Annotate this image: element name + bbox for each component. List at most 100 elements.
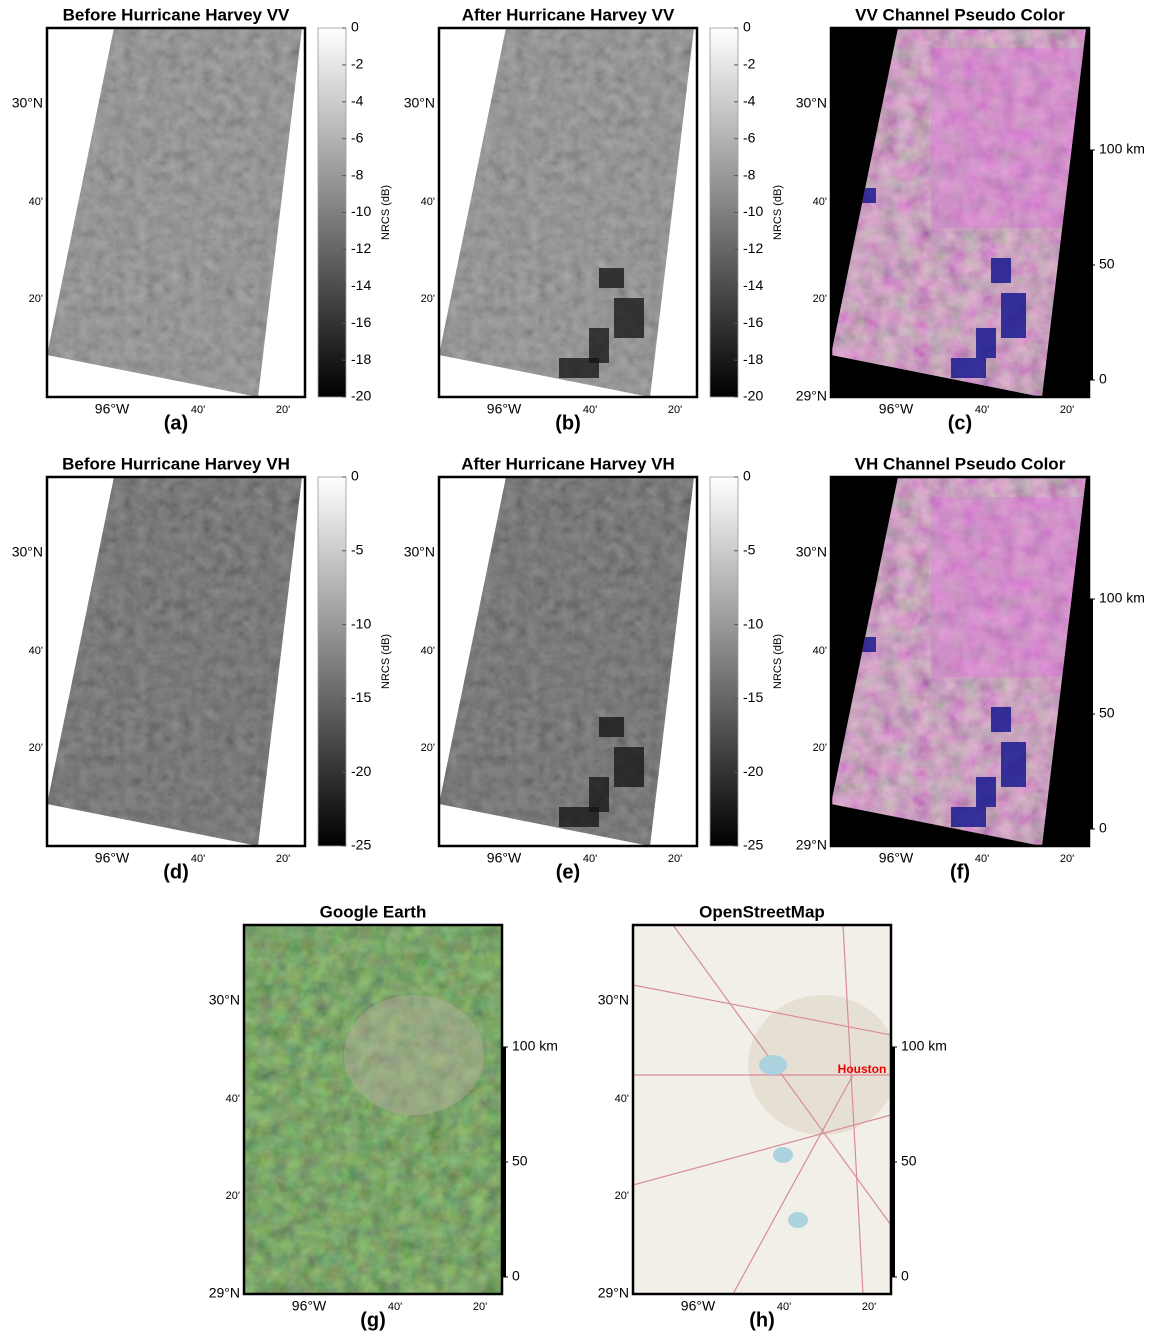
colorbar-tick-label: -10 — [351, 615, 371, 631]
colorbar-tick-label: -10 — [351, 203, 371, 219]
lat-label: 20' — [29, 293, 43, 305]
lat-label: 20' — [421, 742, 435, 754]
flood-area — [991, 707, 1011, 732]
panel: After Hurricane Harvey VH(e)30°N40'20'96… — [404, 454, 784, 883]
colorbar-tick-label: -14 — [351, 277, 371, 293]
panel-title: VH Channel Pseudo Color — [855, 454, 1066, 473]
colorbar-tick-label: 0 — [743, 19, 751, 35]
flood-area — [589, 328, 609, 363]
colorbar-tick-label: -20 — [743, 388, 763, 404]
panel: Before Hurricane Harvey VH(d)30°N40'20'9… — [12, 454, 392, 883]
colorbar-tick-label: -16 — [351, 314, 371, 330]
colorbar-tick-label: -14 — [743, 277, 763, 293]
lat-label: 40' — [421, 645, 435, 657]
panel-title: Before Hurricane Harvey VV — [63, 5, 290, 24]
water — [773, 1147, 793, 1163]
urban-tint — [931, 48, 1089, 228]
map-image — [244, 925, 502, 1294]
figure: Before Hurricane Harvey VV (a) 30°N 40' 20' 9… — [0, 0, 1149, 1335]
scale-tick-label: 50 — [1099, 256, 1115, 272]
panel: HoustonOpenStreetMap(h)30°N40'20'29°N96°… — [598, 902, 947, 1331]
lat-label: 30°N — [796, 544, 827, 560]
lon-label: 20' — [668, 404, 682, 416]
lat-label: 29°N — [796, 388, 827, 404]
lon-label: 40' — [191, 853, 205, 865]
lon-label: 40' — [388, 1301, 402, 1313]
panel-title: Google Earth — [320, 902, 427, 921]
colorbar-tick-label: -18 — [351, 351, 371, 367]
lat-label: 40' — [421, 196, 435, 208]
lon-label: 40' — [777, 1301, 791, 1313]
colorbar-tick-label: -20 — [351, 763, 371, 779]
lat-label: 20' — [226, 1190, 240, 1202]
lon-label: 20' — [668, 853, 682, 865]
colorbar-tick-label: -6 — [351, 129, 364, 145]
colorbar-tick-label: -5 — [743, 542, 756, 558]
lon-label: 96°W — [681, 1298, 716, 1314]
lon-label: 20' — [473, 1301, 487, 1313]
colorbar-tick-label: -20 — [351, 388, 371, 404]
panel-label: (d) — [163, 861, 189, 883]
scale-tick-label: 0 — [901, 1268, 909, 1284]
scale-tick-label: 50 — [1099, 705, 1115, 721]
lat-label: 30°N — [12, 95, 43, 111]
panel-label: (g) — [360, 1309, 386, 1331]
map-image — [633, 925, 898, 1294]
colorbar-tick-label: -8 — [351, 166, 364, 182]
scale-tick-label: 100 km — [1099, 141, 1145, 157]
scale-tick-label: 0 — [1099, 820, 1107, 836]
lat-label: 40' — [226, 1093, 240, 1105]
lat-label: 40' — [29, 196, 43, 208]
colorbar-tick-label: -2 — [743, 56, 756, 72]
lat-label: 40' — [29, 645, 43, 657]
lat-label: 20' — [813, 742, 827, 754]
map-image — [47, 477, 305, 846]
panel-label: (a) — [164, 412, 188, 434]
water — [759, 1055, 787, 1075]
lat-label: 30°N — [12, 544, 43, 560]
lat-label: 30°N — [209, 992, 240, 1008]
scale-tick-label: 50 — [512, 1153, 528, 1169]
panel-label: (b) — [555, 412, 581, 434]
colorbar-label: NRCS (dB) — [380, 634, 392, 689]
colorbar-tick-label: -4 — [351, 93, 364, 109]
panel-title: Before Hurricane Harvey VH — [62, 454, 290, 473]
lon-label: 40' — [975, 404, 989, 416]
lat-label: 30°N — [404, 544, 435, 560]
scale-tick-label: 100 km — [1099, 590, 1145, 606]
lat-label: 40' — [813, 645, 827, 657]
colorbar-tick-label: -18 — [743, 351, 763, 367]
lat-label: 29°N — [598, 1285, 629, 1301]
colorbar-tick-label: -25 — [351, 837, 371, 853]
lat-label: 40' — [615, 1093, 629, 1105]
colorbar — [318, 477, 346, 846]
colorbar — [318, 28, 346, 397]
colorbar-label: NRCS (dB) — [772, 185, 784, 240]
colorbar-tick-label: 0 — [351, 19, 359, 35]
lat-label: 30°N — [796, 95, 827, 111]
colorbar-tick-label: -12 — [743, 240, 763, 256]
lon-label: 96°W — [95, 401, 130, 417]
lon-label: 40' — [583, 404, 597, 416]
panel-title: VV Channel Pseudo Color — [855, 5, 1065, 24]
lat-label: 30°N — [598, 992, 629, 1008]
flood-area — [951, 358, 986, 378]
lon-label: 20' — [862, 1301, 876, 1313]
flood-area — [559, 807, 599, 827]
colorbar-tick-label: -6 — [743, 129, 756, 145]
lon-label: 20' — [1060, 853, 1074, 865]
lon-label: 96°W — [95, 850, 130, 866]
colorbar — [710, 477, 738, 846]
map-image — [47, 28, 305, 397]
lat-label: 40' — [813, 196, 827, 208]
lon-label: 96°W — [292, 1298, 327, 1314]
lon-label: 40' — [975, 853, 989, 865]
colorbar-tick-label: -10 — [743, 203, 763, 219]
urban-tint — [931, 497, 1089, 677]
lon-label: 40' — [583, 853, 597, 865]
panel-label: (f) — [950, 861, 970, 883]
flood-area — [1001, 742, 1026, 787]
colorbar-tick-label: 0 — [351, 468, 359, 484]
flood-area — [614, 747, 644, 787]
colorbar-tick-label: -12 — [351, 240, 371, 256]
